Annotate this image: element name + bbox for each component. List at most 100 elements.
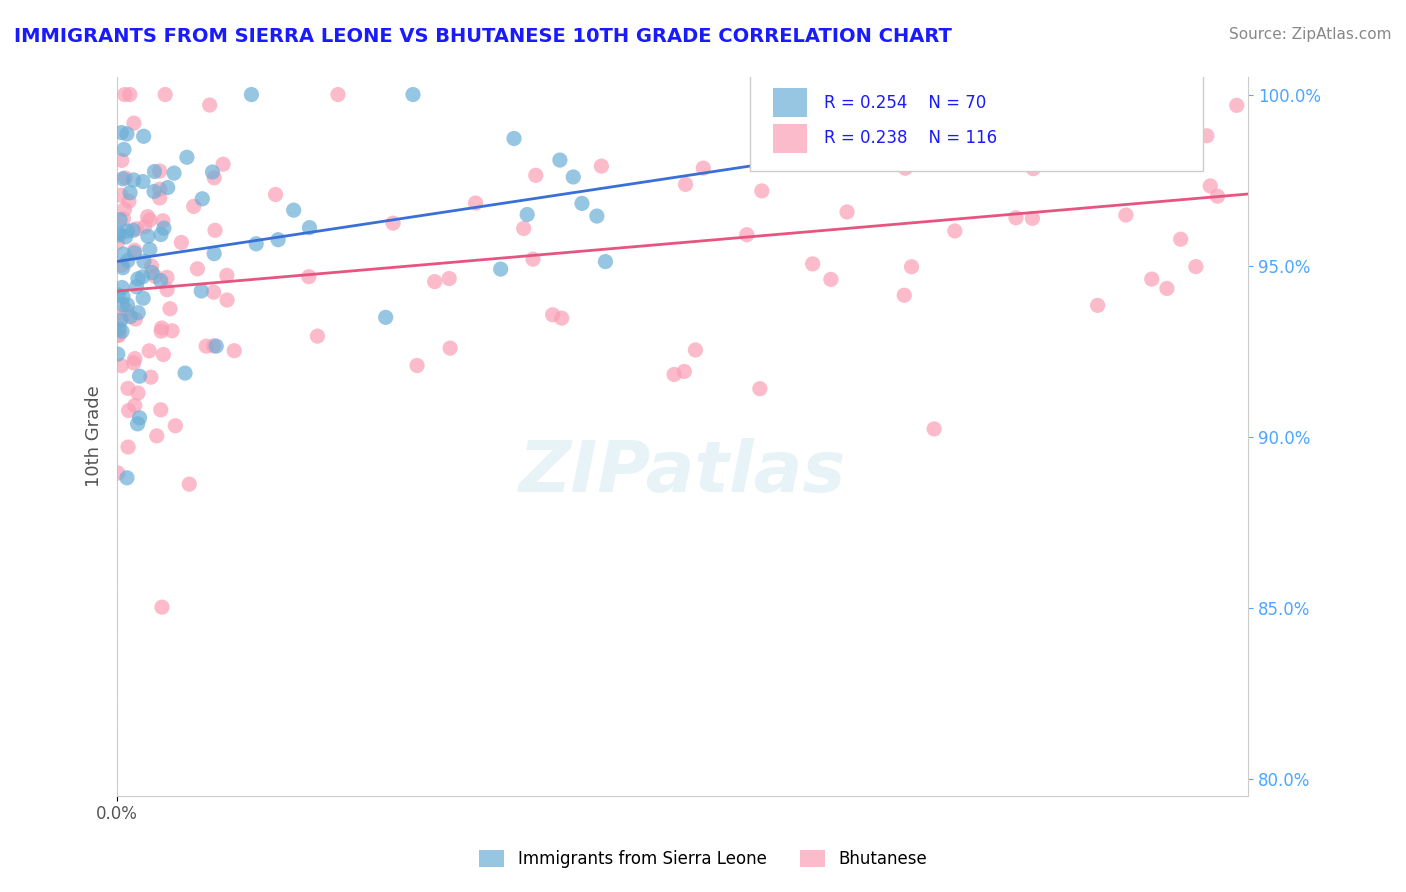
Immigrants from Sierra Leone <box>201 165 224 179</box>
Immigrants from Sierra Leone <box>108 227 131 242</box>
Immigrants from Sierra Leone <box>141 266 163 280</box>
Text: R = 0.238    N = 116: R = 0.238 N = 116 <box>824 129 997 147</box>
Bhutanese <box>204 223 226 237</box>
Bhutanese <box>1115 208 1137 222</box>
Bhutanese <box>183 199 205 213</box>
Bhutanese <box>943 224 966 238</box>
Bhutanese <box>893 288 915 302</box>
Immigrants from Sierra Leone <box>127 306 149 320</box>
Bhutanese <box>1156 281 1178 295</box>
Bhutanese <box>1226 98 1249 112</box>
Bhutanese <box>195 339 218 353</box>
Bhutanese <box>110 188 132 202</box>
Bhutanese <box>1098 87 1121 102</box>
Immigrants from Sierra Leone <box>120 186 142 200</box>
Immigrants from Sierra Leone <box>112 143 135 157</box>
Immigrants from Sierra Leone <box>163 166 186 180</box>
Bhutanese <box>111 258 134 272</box>
Bar <box>773 124 807 153</box>
Immigrants from Sierra Leone <box>402 87 425 102</box>
Bhutanese <box>748 382 770 396</box>
Bhutanese <box>1195 128 1218 143</box>
Bhutanese <box>150 324 173 338</box>
Immigrants from Sierra Leone <box>131 269 153 284</box>
Bhutanese <box>124 244 146 258</box>
Immigrants from Sierra Leone <box>139 243 162 257</box>
Immigrants from Sierra Leone <box>132 291 155 305</box>
Bhutanese <box>735 227 758 242</box>
Bhutanese <box>406 359 429 373</box>
Bhutanese <box>1185 260 1208 274</box>
Immigrants from Sierra Leone <box>143 185 166 199</box>
Bhutanese <box>1170 232 1192 246</box>
Bhutanese <box>541 308 564 322</box>
Immigrants from Sierra Leone <box>595 254 617 268</box>
Immigrants from Sierra Leone <box>111 289 134 303</box>
Bhutanese <box>115 303 138 318</box>
Bhutanese <box>512 221 534 235</box>
Bhutanese <box>134 219 156 234</box>
Immigrants from Sierra Leone <box>110 126 132 140</box>
Bhutanese <box>1005 211 1028 225</box>
Immigrants from Sierra Leone <box>111 324 134 338</box>
Bhutanese <box>150 600 173 615</box>
Immigrants from Sierra Leone <box>127 272 149 286</box>
Bhutanese <box>114 202 136 217</box>
Text: R = 0.254    N = 70: R = 0.254 N = 70 <box>824 94 986 112</box>
Bhutanese <box>150 321 173 335</box>
Bhutanese <box>136 210 159 224</box>
Bhutanese <box>692 161 714 175</box>
Text: IMMIGRANTS FROM SIERRA LEONE VS BHUTANESE 10TH GRADE CORRELATION CHART: IMMIGRANTS FROM SIERRA LEONE VS BHUTANES… <box>14 27 952 45</box>
Immigrants from Sierra Leone <box>149 274 172 288</box>
Immigrants from Sierra Leone <box>108 212 131 227</box>
Immigrants from Sierra Leone <box>283 203 305 218</box>
Bhutanese <box>156 270 179 285</box>
Bhutanese <box>423 275 446 289</box>
Bhutanese <box>124 351 146 366</box>
Immigrants from Sierra Leone <box>117 298 139 312</box>
Bhutanese <box>152 347 174 361</box>
Bhutanese <box>170 235 193 250</box>
Bhutanese <box>264 187 287 202</box>
Immigrants from Sierra Leone <box>117 224 139 238</box>
Immigrants from Sierra Leone <box>267 233 290 247</box>
Bhutanese <box>118 194 141 209</box>
Immigrants from Sierra Leone <box>548 153 571 167</box>
Immigrants from Sierra Leone <box>111 280 134 294</box>
Bhutanese <box>138 343 160 358</box>
Immigrants from Sierra Leone <box>143 164 166 178</box>
Bhutanese <box>114 87 136 102</box>
Bhutanese <box>160 324 183 338</box>
Bhutanese <box>108 328 131 343</box>
Bhutanese <box>464 196 486 211</box>
Bhutanese <box>522 252 544 267</box>
Text: Source: ZipAtlas.com: Source: ZipAtlas.com <box>1229 27 1392 42</box>
Immigrants from Sierra Leone <box>132 129 155 144</box>
Immigrants from Sierra Leone <box>149 227 172 242</box>
Immigrants from Sierra Leone <box>516 207 538 221</box>
Bhutanese <box>591 159 613 173</box>
Bhutanese <box>124 399 146 413</box>
Immigrants from Sierra Leone <box>562 169 585 184</box>
FancyBboxPatch shape <box>751 70 1202 171</box>
Bhutanese <box>437 271 460 285</box>
Bhutanese <box>685 343 707 357</box>
Immigrants from Sierra Leone <box>374 310 396 325</box>
Legend: Immigrants from Sierra Leone, Bhutanese: Immigrants from Sierra Leone, Bhutanese <box>472 843 934 875</box>
Bhutanese <box>1199 178 1222 193</box>
Bhutanese <box>118 403 141 417</box>
Bhutanese <box>224 343 246 358</box>
Bhutanese <box>551 311 574 326</box>
Immigrants from Sierra Leone <box>503 131 526 145</box>
Bhutanese <box>1022 161 1045 176</box>
Immigrants from Sierra Leone <box>127 417 149 431</box>
Bhutanese <box>122 356 145 370</box>
Bhutanese <box>217 293 239 307</box>
Bhutanese <box>122 116 145 130</box>
Bhutanese <box>202 170 225 185</box>
Bhutanese <box>751 184 773 198</box>
Immigrants from Sierra Leone <box>107 288 129 302</box>
Bhutanese <box>107 235 129 250</box>
Bhutanese <box>117 440 139 454</box>
Immigrants from Sierra Leone <box>132 175 155 189</box>
